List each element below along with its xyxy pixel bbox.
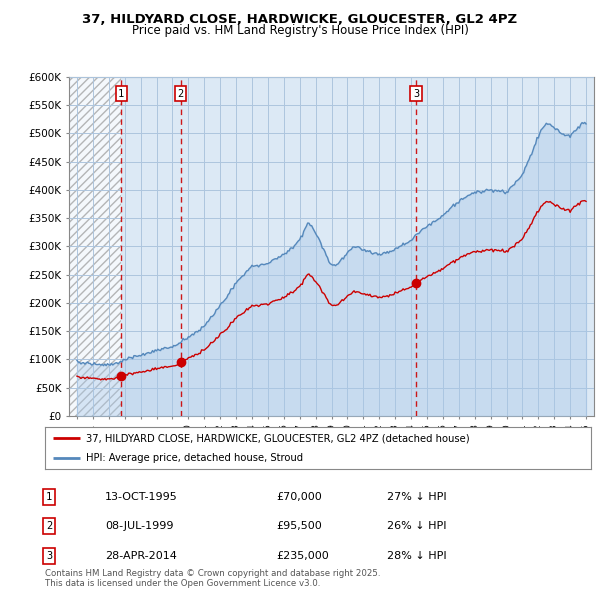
Text: 13-OCT-1995: 13-OCT-1995 <box>105 492 178 502</box>
Text: 37, HILDYARD CLOSE, HARDWICKE, GLOUCESTER, GL2 4PZ (detached house): 37, HILDYARD CLOSE, HARDWICKE, GLOUCESTE… <box>86 433 470 443</box>
Text: Contains HM Land Registry data © Crown copyright and database right 2025.
This d: Contains HM Land Registry data © Crown c… <box>45 569 380 588</box>
Text: 2: 2 <box>46 522 52 531</box>
Text: 37, HILDYARD CLOSE, HARDWICKE, GLOUCESTER, GL2 4PZ: 37, HILDYARD CLOSE, HARDWICKE, GLOUCESTE… <box>82 13 518 26</box>
Text: Price paid vs. HM Land Registry's House Price Index (HPI): Price paid vs. HM Land Registry's House … <box>131 24 469 37</box>
Text: HPI: Average price, detached house, Stroud: HPI: Average price, detached house, Stro… <box>86 453 303 463</box>
Text: £235,000: £235,000 <box>276 551 329 560</box>
Text: 26% ↓ HPI: 26% ↓ HPI <box>387 522 446 531</box>
Text: 2: 2 <box>178 88 184 99</box>
Text: 1: 1 <box>118 88 124 99</box>
Text: £70,000: £70,000 <box>276 492 322 502</box>
Text: £95,500: £95,500 <box>276 522 322 531</box>
Text: 08-JUL-1999: 08-JUL-1999 <box>105 522 173 531</box>
Text: 28-APR-2014: 28-APR-2014 <box>105 551 177 560</box>
Text: 3: 3 <box>413 88 419 99</box>
Text: 1: 1 <box>46 492 52 502</box>
Text: 27% ↓ HPI: 27% ↓ HPI <box>387 492 446 502</box>
Text: 28% ↓ HPI: 28% ↓ HPI <box>387 551 446 560</box>
Text: 3: 3 <box>46 551 52 560</box>
